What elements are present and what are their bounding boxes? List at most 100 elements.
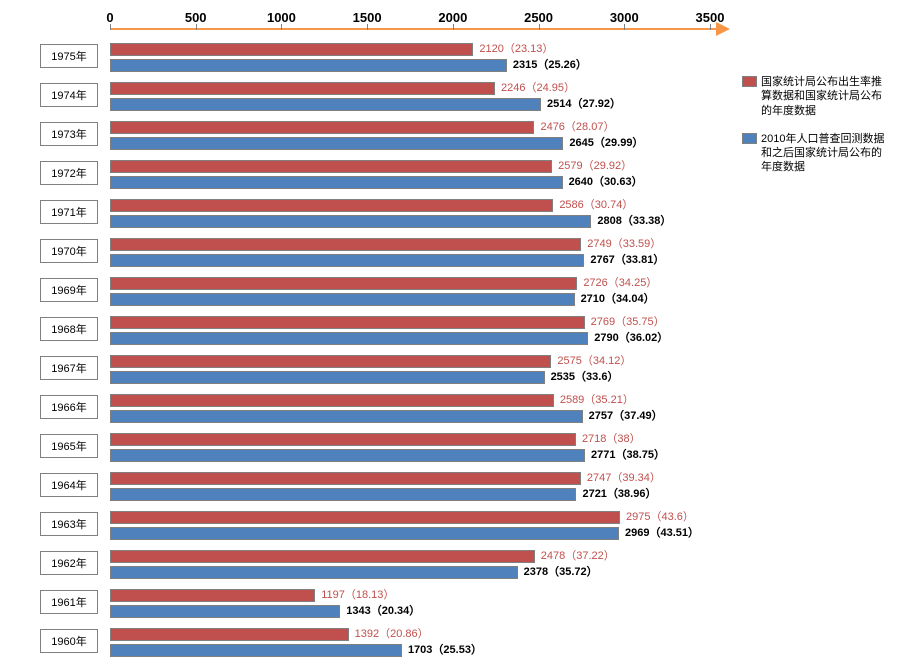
bar-area: 2478（37.22） 2378（35.72）: [110, 548, 720, 582]
value-label-series-1: 1197（18.13）: [321, 590, 394, 601]
chart-row: 1973年2476（28.07）2645（29.99）: [40, 117, 720, 156]
chart-row: 1961年 1197（18.13）1343（20.34）: [40, 585, 720, 624]
bar-area: 2747（39.34） 2721（38.96）: [110, 470, 720, 504]
chart-rows: 1975年 2120（23.13） 2315（25.26） 1974年 2246（24.…: [40, 39, 720, 663]
year-label: 1970年: [40, 239, 98, 263]
bar-area: 2769（35.75） 2790（36.02）: [110, 314, 720, 348]
bar-area: 1197（18.13）1343（20.34）: [110, 587, 720, 621]
year-label: 1974年: [40, 83, 98, 107]
year-label: 1965年: [40, 434, 98, 458]
x-axis-tick-label: 2500: [524, 10, 553, 25]
chart-row: 1963年2975（43.6）2969（43.51）: [40, 507, 720, 546]
bar-series-1: [110, 355, 551, 368]
chart-row: 1960年1392（20.86）1703（25.53）: [40, 624, 720, 663]
bar-series-1: [110, 394, 554, 407]
year-label: 1972年: [40, 161, 98, 185]
year-label: 1960年: [40, 629, 98, 653]
value-label-series-2: 2790（36.02）: [594, 333, 668, 344]
value-label-series-2: 2645（29.99）: [569, 138, 643, 149]
chart-row: 1970年 2749（33.59） 2767（33.81）: [40, 234, 720, 273]
bar-series-1: [110, 628, 349, 641]
value-label-series-1: 2749（33.59）: [587, 239, 661, 250]
x-axis: 0500100015002000250030003500: [110, 10, 720, 34]
bar-series-2: [110, 293, 575, 306]
value-label-series-2: 2710（34.04）: [581, 294, 655, 305]
bar-series-1: [110, 550, 535, 563]
value-label-series-2: 2767（33.81）: [590, 255, 664, 266]
bar-area: 2726（34.25）2710（34.04）: [110, 275, 720, 309]
bar-series-1: [110, 277, 577, 290]
value-label-series-1: 2478（37.22）: [541, 551, 615, 562]
x-axis-line: [110, 28, 718, 30]
value-label-series-1: 2747（39.34）: [587, 473, 661, 484]
value-label-series-2: 2378（35.72）: [524, 567, 598, 578]
value-label-series-1: 2589（35.21）: [560, 395, 634, 406]
bar-series-1: [110, 160, 552, 173]
bar-series-2: [110, 371, 545, 384]
bar-area: 2246（24.95） 2514（27.92）: [110, 80, 720, 114]
value-label-series-2: 2640（30.63）: [569, 177, 643, 188]
value-label-series-1: 2246（24.95）: [501, 83, 575, 94]
chart-row: 1967年2575（34.12）2535（33.6）: [40, 351, 720, 390]
bar-area: 2120（23.13） 2315（25.26）: [110, 41, 720, 75]
bar-series-1: [110, 316, 585, 329]
bar-series-1: [110, 472, 581, 485]
bar-series-1: [110, 121, 534, 134]
x-axis-tick-label: 1000: [267, 10, 296, 25]
chart-row: 1968年 2769（35.75） 2790（36.02）: [40, 312, 720, 351]
value-label-series-2: 2808（33.38）: [597, 216, 671, 227]
x-axis-tick-mark: [110, 24, 111, 30]
chart-row: 1969年 2726（34.25）2710（34.04）: [40, 273, 720, 312]
legend: 国家统计局公布出生率推算数据和国家统计局公布的年度数据 2010年人口普查回测数据…: [742, 75, 892, 189]
value-label-series-1: 2975（43.6）: [626, 512, 694, 523]
x-axis-tick-mark: [367, 24, 368, 30]
chart-row: 1962年 2478（37.22） 2378（35.72）: [40, 546, 720, 585]
year-label: 1962年: [40, 551, 98, 575]
value-label-series-2: 2514（27.92）: [547, 99, 621, 110]
bar-series-1: [110, 511, 620, 524]
bar-series-1: [110, 43, 473, 56]
value-label-series-2: 2771（38.75）: [591, 450, 665, 461]
year-label: 1967年: [40, 356, 98, 380]
bar-series-2: [110, 527, 619, 540]
bar-series-2: [110, 332, 588, 345]
year-label: 1964年: [40, 473, 98, 497]
x-axis-tick-label: 1500: [353, 10, 382, 25]
chart-row: 1965年 2718（38） 2771（38.75）: [40, 429, 720, 468]
bar-series-2: [110, 605, 340, 618]
bar-series-2: [110, 566, 518, 579]
x-axis-tick-label: 2000: [438, 10, 467, 25]
bar-series-1: [110, 238, 581, 251]
bar-area: 2718（38） 2771（38.75）: [110, 431, 720, 465]
value-label-series-1: 2579（29.92）: [558, 161, 632, 172]
value-label-series-1: 2718（38）: [582, 434, 641, 445]
year-label: 1961年: [40, 590, 98, 614]
x-axis-tick-mark: [281, 24, 282, 30]
value-label-series-2: 2315（25.26）: [513, 60, 587, 71]
legend-item: 2010年人口普查回测数据和之后国家统计局公布的年度数据: [742, 132, 892, 175]
value-label-series-1: 2120（23.13）: [479, 44, 553, 55]
year-label: 1975年: [40, 44, 98, 68]
year-label: 1971年: [40, 200, 98, 224]
x-axis-tick-label: 0: [106, 10, 113, 25]
year-label: 1968年: [40, 317, 98, 341]
x-axis-tick-label: 3000: [610, 10, 639, 25]
x-axis-tick-mark: [539, 24, 540, 30]
chart-row: 1971年2586（30.74）2808（33.38）: [40, 195, 720, 234]
x-axis-tick-label: 500: [185, 10, 207, 25]
chart-container: 0500100015002000250030003500 1975年2120（2…: [40, 10, 720, 660]
year-label: 1963年: [40, 512, 98, 536]
legend-label: 2010年人口普查回测数据和之后国家统计局公布的年度数据: [761, 132, 892, 175]
legend-label: 国家统计局公布出生率推算数据和国家统计局公布的年度数据: [761, 75, 892, 118]
bar-area: 2749（33.59） 2767（33.81）: [110, 236, 720, 270]
year-label: 1973年: [40, 122, 98, 146]
legend-item: 国家统计局公布出生率推算数据和国家统计局公布的年度数据: [742, 75, 892, 118]
legend-swatch: [742, 76, 757, 87]
bar-series-2: [110, 449, 585, 462]
value-label-series-2: 2721（38.96）: [582, 489, 656, 500]
value-label-series-1: 2769（35.75）: [591, 317, 665, 328]
bar-series-2: [110, 410, 583, 423]
year-label: 1969年: [40, 278, 98, 302]
bar-series-1: [110, 433, 576, 446]
bar-series-2: [110, 176, 563, 189]
